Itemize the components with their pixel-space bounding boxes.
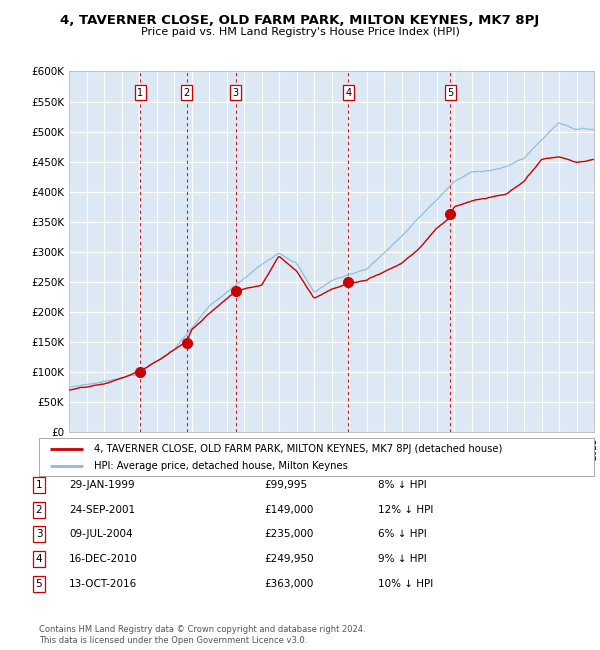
Text: 8% ↓ HPI: 8% ↓ HPI [378,480,427,490]
Text: HPI: Average price, detached house, Milton Keynes: HPI: Average price, detached house, Milt… [95,462,349,471]
Text: £99,995: £99,995 [264,480,307,490]
Text: 2: 2 [184,88,190,97]
Text: 3: 3 [233,88,239,97]
Text: Contains HM Land Registry data © Crown copyright and database right 2024.
This d: Contains HM Land Registry data © Crown c… [39,625,365,645]
Text: 10% ↓ HPI: 10% ↓ HPI [378,578,433,589]
Text: 9% ↓ HPI: 9% ↓ HPI [378,554,427,564]
Text: 5: 5 [35,578,43,589]
Text: 5: 5 [447,88,454,97]
Text: 4: 4 [345,88,352,97]
Text: 2: 2 [35,504,43,515]
Text: £363,000: £363,000 [264,578,313,589]
Text: 24-SEP-2001: 24-SEP-2001 [69,504,135,515]
Text: 3: 3 [35,529,43,539]
Text: 1: 1 [35,480,43,490]
Text: 13-OCT-2016: 13-OCT-2016 [69,578,137,589]
Text: 12% ↓ HPI: 12% ↓ HPI [378,504,433,515]
Text: £249,950: £249,950 [264,554,314,564]
Text: 4: 4 [35,554,43,564]
Text: £235,000: £235,000 [264,529,313,539]
Text: 09-JUL-2004: 09-JUL-2004 [69,529,133,539]
Text: £149,000: £149,000 [264,504,313,515]
Text: 4, TAVERNER CLOSE, OLD FARM PARK, MILTON KEYNES, MK7 8PJ (detached house): 4, TAVERNER CLOSE, OLD FARM PARK, MILTON… [95,444,503,454]
Text: 29-JAN-1999: 29-JAN-1999 [69,480,134,490]
Text: 1: 1 [137,88,143,97]
Text: 16-DEC-2010: 16-DEC-2010 [69,554,138,564]
Text: 6% ↓ HPI: 6% ↓ HPI [378,529,427,539]
Text: 4, TAVERNER CLOSE, OLD FARM PARK, MILTON KEYNES, MK7 8PJ: 4, TAVERNER CLOSE, OLD FARM PARK, MILTON… [61,14,539,27]
Text: Price paid vs. HM Land Registry's House Price Index (HPI): Price paid vs. HM Land Registry's House … [140,27,460,37]
